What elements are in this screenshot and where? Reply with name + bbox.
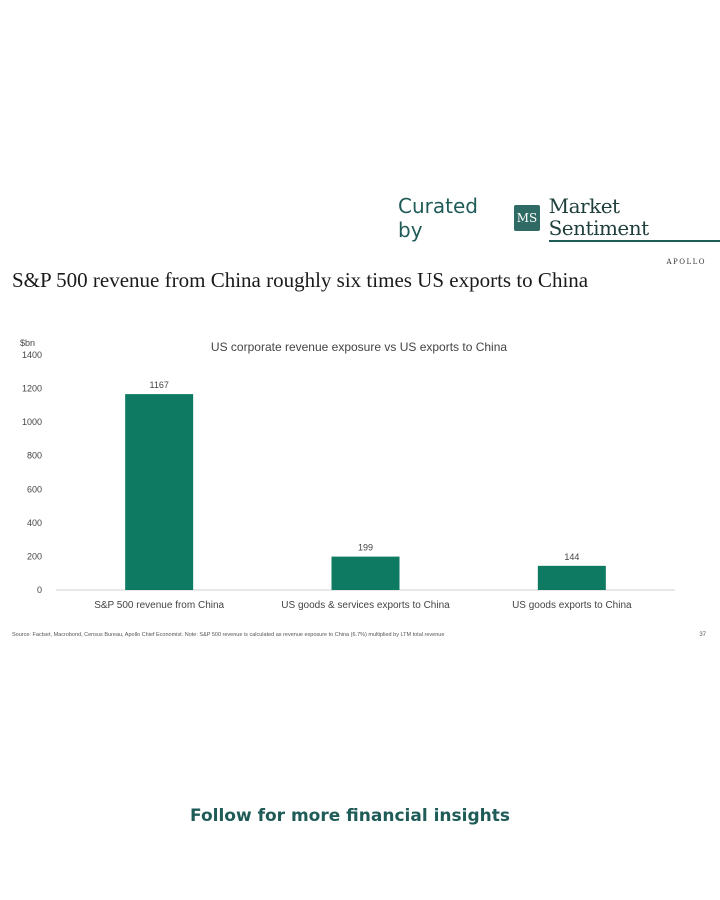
source-note: Source: Factset, Macrobond, Census Burea… [12, 632, 445, 638]
market-sentiment-logo-icon: MS [514, 205, 540, 231]
curated-by-banner: Curated by MS Market Sentiment [398, 194, 720, 242]
follow-cta: Follow for more financial insights [190, 806, 510, 826]
y-tick-label: 600 [27, 484, 42, 494]
curated-by-label: Curated by [398, 194, 478, 242]
bar-chart: US corporate revenue exposure vs US expo… [20, 338, 675, 611]
slide-title: S&P 500 revenue from China roughly six t… [12, 268, 589, 292]
x-category-label: US goods & services exports to China [281, 600, 450, 611]
y-tick-label: 200 [27, 551, 42, 561]
bar-data-label: 1167 [149, 380, 168, 390]
page-number: 37 [699, 632, 706, 638]
bar-data-label: 144 [564, 552, 579, 562]
y-tick-label: 400 [27, 518, 42, 528]
bar [125, 394, 194, 590]
y-tick-label: 1000 [22, 417, 42, 427]
x-category-label: US goods exports to China [512, 600, 632, 611]
apollo-logo: APOLLO [666, 258, 706, 266]
chart-title: US corporate revenue exposure vs US expo… [211, 340, 507, 354]
y-tick-label: 1200 [22, 384, 42, 394]
bar [331, 556, 400, 590]
brand-name: Market Sentiment [548, 195, 720, 242]
x-category-label: S&P 500 revenue from China [94, 600, 224, 611]
bar [537, 565, 606, 590]
y-tick-label: 800 [27, 451, 42, 461]
y-tick-label: 1400 [22, 350, 42, 360]
bar-data-label: 199 [358, 543, 373, 553]
y-tick-label: 0 [37, 585, 42, 595]
y-axis-label: $bn [20, 338, 35, 348]
